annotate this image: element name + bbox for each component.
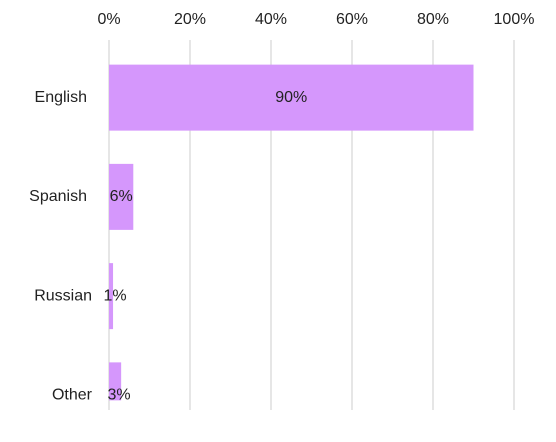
x-tick-label: 40% (255, 11, 287, 28)
y-tick-label: Spanish (29, 188, 87, 205)
x-tick-label: 0% (97, 11, 120, 28)
bar (109, 263, 114, 330)
data-label: 90% (275, 89, 307, 106)
y-tick-label: Russian (34, 287, 92, 304)
y-tick-label: English (35, 89, 87, 106)
data-label: 6% (110, 188, 133, 205)
x-tick-label: 60% (336, 11, 368, 28)
x-tick-label: 80% (417, 11, 449, 28)
bar (109, 163, 134, 230)
y-tick-label: Other (52, 387, 93, 404)
x-tick-label: 20% (174, 11, 206, 28)
bar (109, 362, 122, 401)
bar (109, 64, 474, 131)
data-label: 3% (108, 387, 131, 404)
x-tick-label: 100% (494, 11, 535, 28)
data-label: 1% (103, 287, 126, 304)
